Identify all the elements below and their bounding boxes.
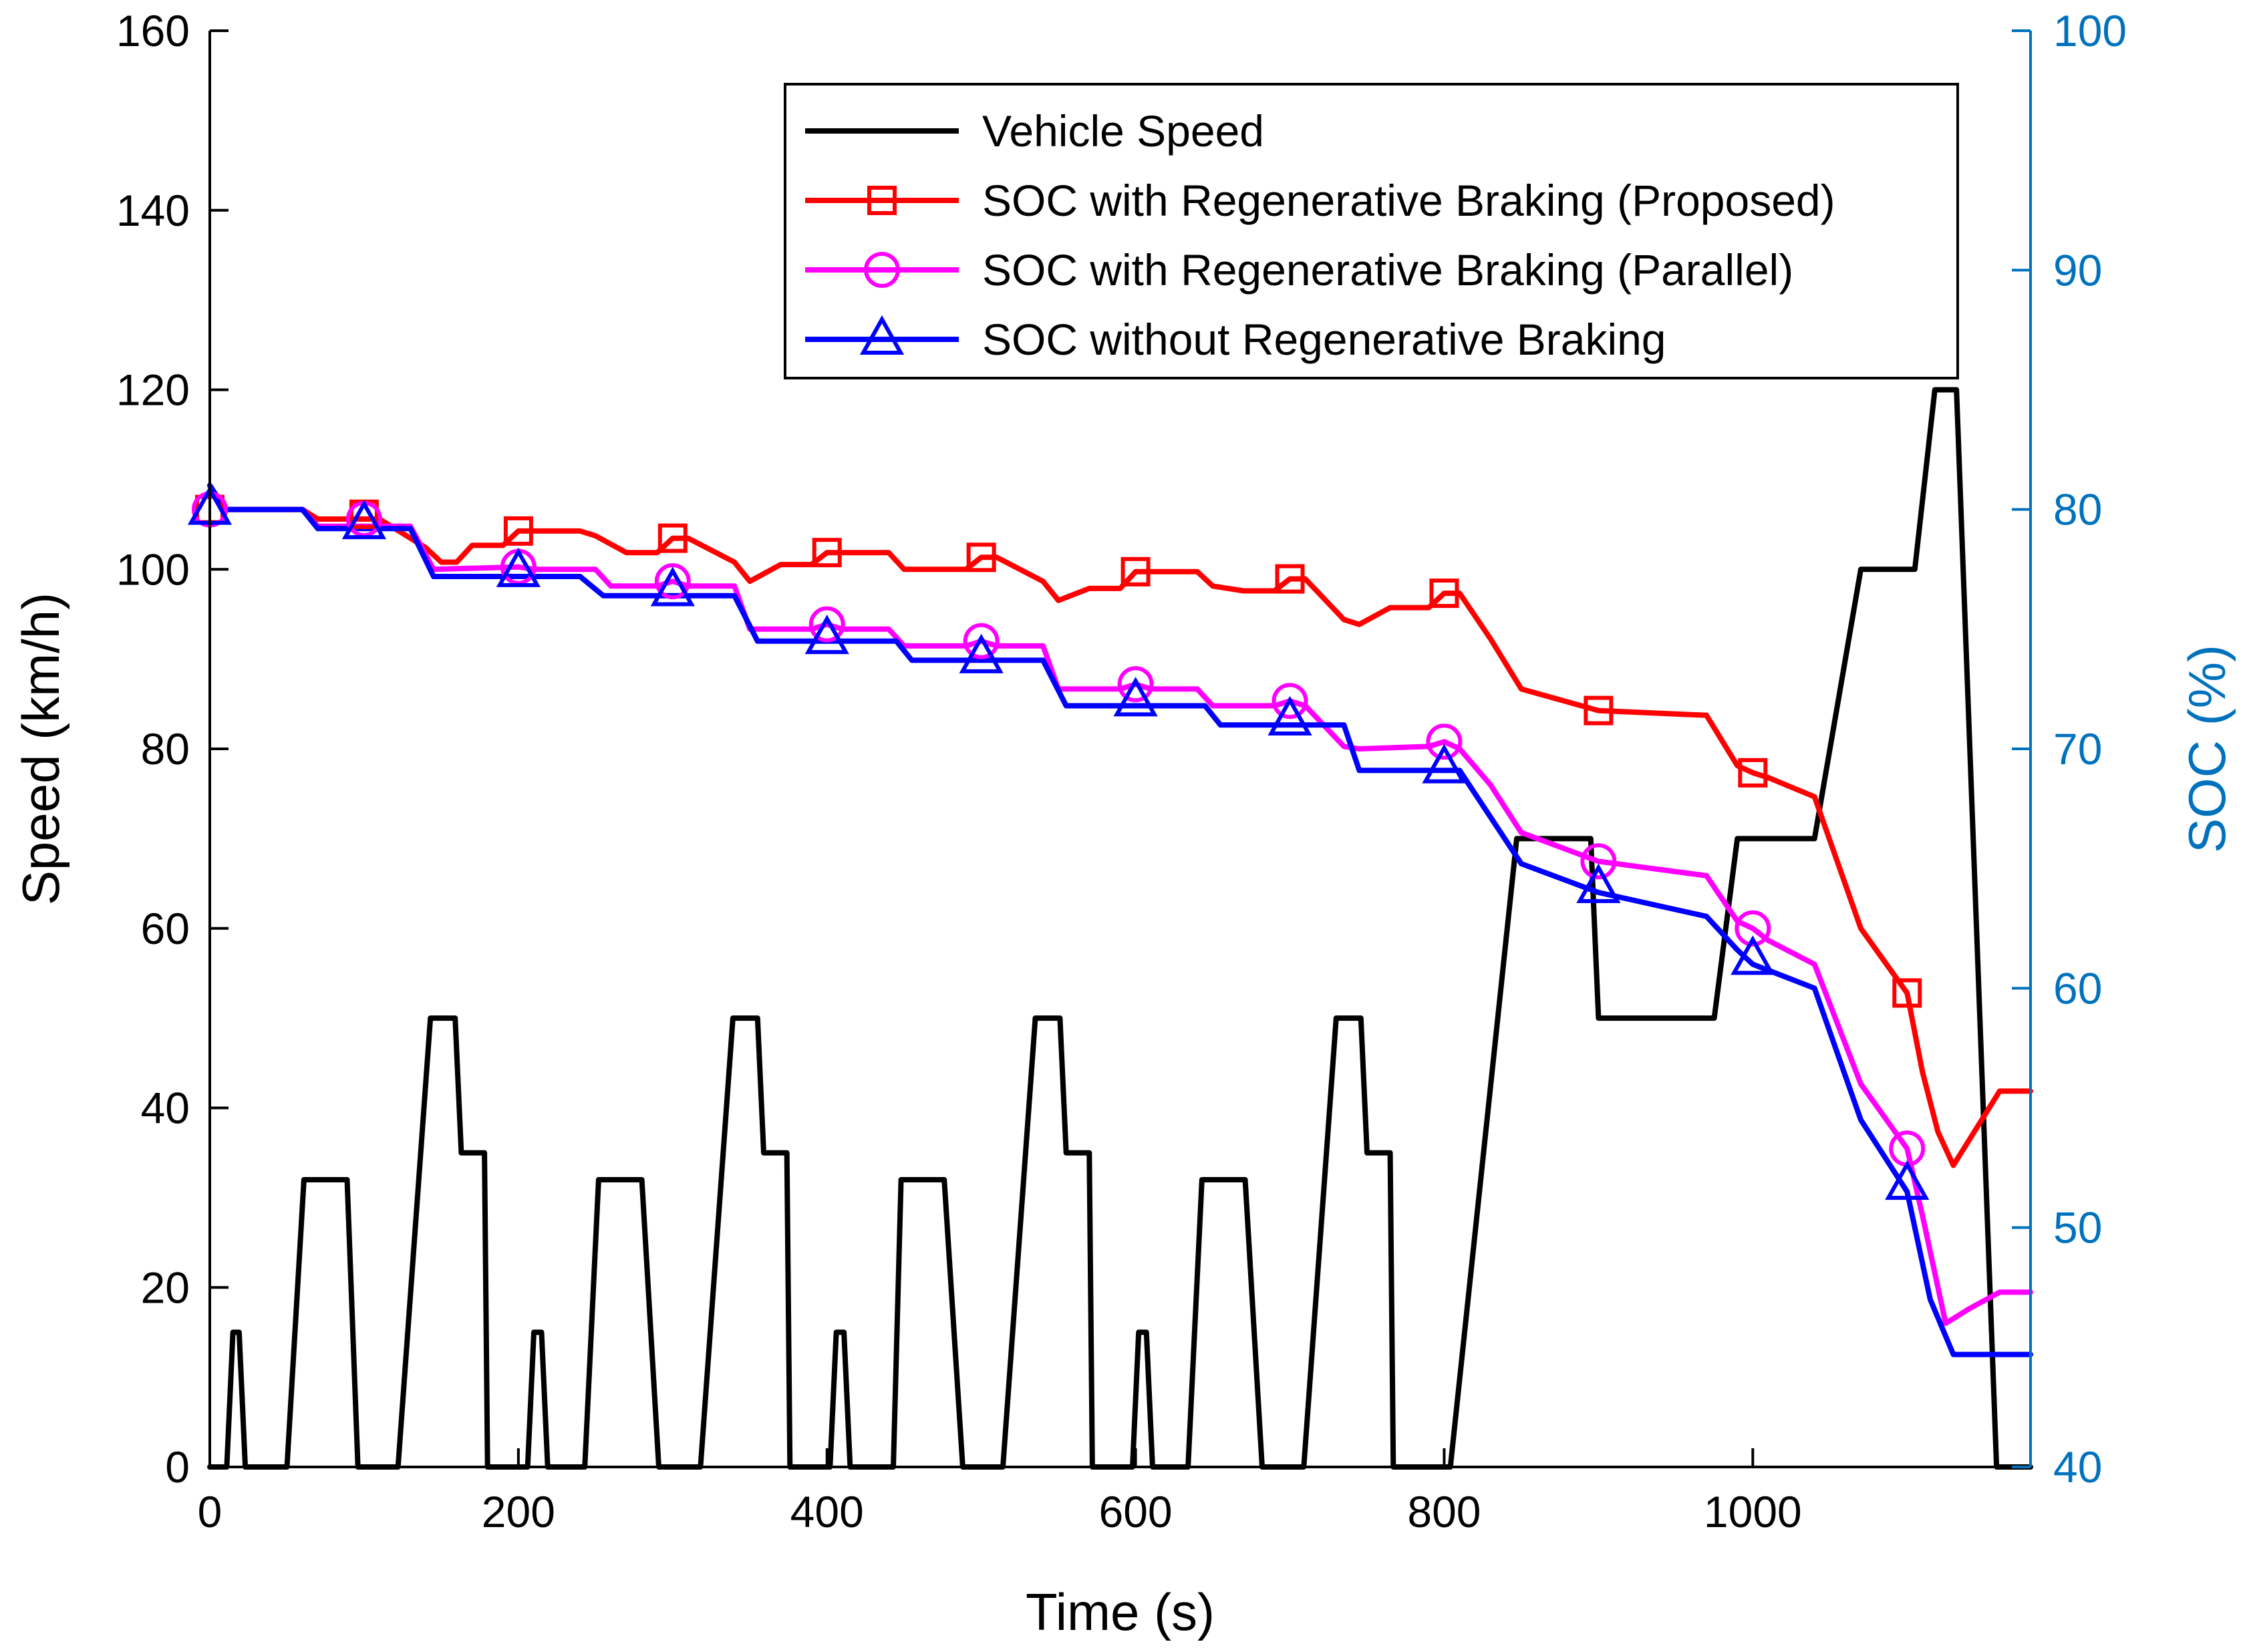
x-tick-label: 400 xyxy=(790,1487,864,1536)
y-left-tick-label: 60 xyxy=(141,904,190,953)
series-soc-parallel-marker xyxy=(1117,666,1154,703)
series-soc-parallel-marker xyxy=(1271,683,1308,719)
legend-box xyxy=(784,83,1959,379)
legend: Vehicle Speed SOC with Regenerative Brak… xyxy=(784,83,1959,379)
legend-marker-series-soc-parallel xyxy=(864,252,900,288)
series-soc-proposed-marker xyxy=(1738,758,1768,788)
series-soc-parallel-marker xyxy=(963,623,1000,659)
y-left-tick-label: 100 xyxy=(116,544,190,594)
series-soc-parallel-marker xyxy=(808,606,845,643)
y-left-tick-label: 160 xyxy=(116,6,190,55)
x-tick-label: 1000 xyxy=(1704,1487,1802,1536)
series-soc-parallel-marker xyxy=(1580,843,1617,880)
y-right-tick-label: 80 xyxy=(2053,485,2102,534)
series-soc-proposed-marker xyxy=(1429,579,1459,609)
series-soc-proposed-marker xyxy=(812,538,842,568)
series-soc-without-marker xyxy=(1113,677,1158,717)
y-right-tick-label: 60 xyxy=(2053,963,2102,1013)
y-right-tick-label: 70 xyxy=(2053,724,2102,774)
y-left-tick-label: 20 xyxy=(141,1263,190,1312)
series-soc-without-marker xyxy=(1267,695,1312,735)
series-soc-proposed-line xyxy=(207,482,2033,1168)
y-axis-right-label: SOC (%) xyxy=(2178,645,2236,853)
legend-marker-series-soc-without xyxy=(859,315,905,355)
legend-label-vehicle-speed: Vehicle Speed xyxy=(982,106,1264,156)
y-axis-left-label: Speed (km/h) xyxy=(11,593,70,905)
series-soc-without-marker xyxy=(1885,1160,1930,1200)
legend-label-soc-without: SOC without Regenerative Braking xyxy=(982,315,1666,364)
series-soc-without-marker xyxy=(650,566,695,607)
series-soc-parallel-marker xyxy=(1426,723,1463,760)
y-left-tick-label: 140 xyxy=(116,186,190,235)
series-soc-proposed-marker xyxy=(1584,695,1614,725)
y-right-tick-label: 40 xyxy=(2053,1442,2102,1492)
y-left-tick-label: 80 xyxy=(141,724,190,774)
axes: 0 200 400 600 800 1000 0 20 40 60 80 100 120 140 160 40… xyxy=(116,6,2127,1536)
series-soc-proposed-marker xyxy=(1892,978,1922,1008)
series-soc-without-line xyxy=(207,482,2033,1357)
y-left-tick-label: 120 xyxy=(116,365,190,415)
x-axis-label: Time (s) xyxy=(1026,1583,1215,1641)
series-soc-without-marker xyxy=(959,633,1004,673)
legend-label-soc-proposed: SOC with Regenerative Braking (Proposed) xyxy=(982,176,1835,225)
series-soc-proposed-marker xyxy=(657,523,688,553)
series-soc-without-marker xyxy=(1422,744,1467,784)
series-soc-without-marker xyxy=(341,500,387,540)
series-soc-proposed-marker xyxy=(966,542,996,572)
x-tick-label: 800 xyxy=(1407,1487,1481,1536)
series-soc-proposed-marker xyxy=(1275,564,1305,594)
legend-label-soc-parallel: SOC with Regenerative Braking (Parallel) xyxy=(982,245,1793,295)
plot-area xyxy=(187,387,2033,1470)
y-left-tick-label: 0 xyxy=(165,1442,190,1492)
y-left-tick-label: 40 xyxy=(141,1084,190,1133)
series-soc-without-marker xyxy=(496,547,541,587)
x-tick-label: 200 xyxy=(482,1487,555,1536)
series-soc-proposed-marker xyxy=(1120,556,1151,587)
series-soc-parallel-marker xyxy=(1735,910,1771,947)
legend-marker-series-soc-proposed xyxy=(867,186,897,215)
y-right-tick-label: 50 xyxy=(2053,1203,2102,1253)
y-right-tick-label: 90 xyxy=(2053,245,2102,295)
x-tick-label: 0 xyxy=(198,1487,222,1536)
series-soc-without-marker xyxy=(1576,863,1621,903)
x-tick-label: 600 xyxy=(1099,1487,1173,1536)
series-soc-without-marker xyxy=(1731,935,1775,975)
series-soc-parallel-marker xyxy=(654,563,691,600)
series-soc-proposed-marker xyxy=(503,516,533,546)
y-right-tick-label: 100 xyxy=(2053,6,2127,55)
series-soc-without-marker xyxy=(804,615,849,655)
